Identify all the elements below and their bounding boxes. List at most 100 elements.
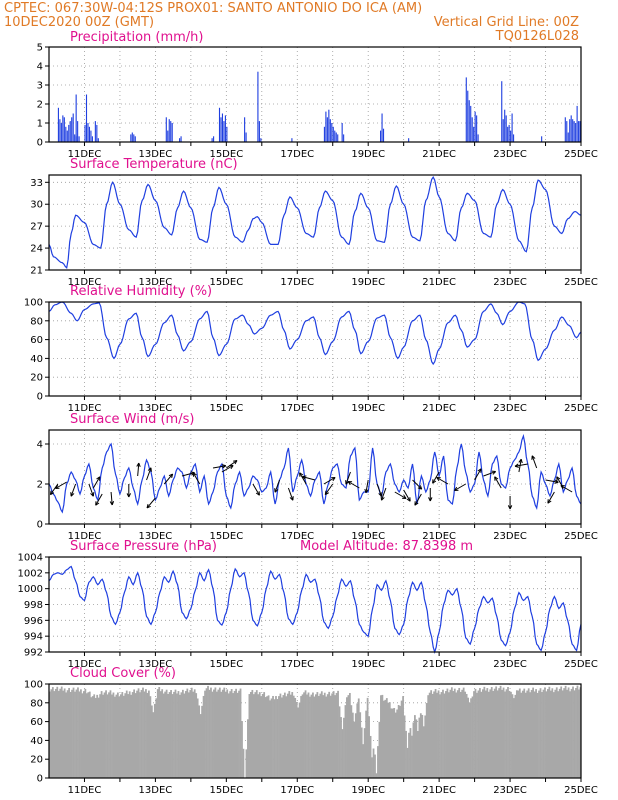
cloud-cover-bar (221, 689, 224, 778)
wind-arrow-shaft (163, 473, 174, 485)
cloud-cover-bar (578, 689, 580, 778)
y-tick-label: 1002 (18, 568, 43, 579)
cloud-cover-bar (555, 687, 558, 778)
cloud-cover-bar (145, 689, 147, 778)
cloud-cover-bar (168, 692, 171, 778)
wind-arrow-head (477, 468, 482, 473)
cloud-cover-bar (173, 691, 175, 778)
cloud-cover-bar (453, 688, 456, 778)
wind-arrow-head (146, 503, 151, 509)
wind-arrow-shaft (547, 491, 555, 504)
cloud-cover-bar (567, 687, 570, 778)
cloud-cover-bar (125, 690, 128, 778)
cloud-cover-bar (93, 694, 96, 778)
x-tick-label: 13DEC (139, 785, 173, 796)
precip-bar (508, 124, 510, 142)
cloud-cover-bar (85, 693, 88, 778)
cloud-cover-bar (71, 689, 73, 778)
wind-arrow-shaft (146, 467, 152, 481)
cloud-cover-bar (233, 690, 236, 778)
cloud-cover-bar (282, 695, 285, 778)
precip-bar (77, 121, 79, 142)
cloud-cover-bar (254, 692, 257, 778)
precip-bar (244, 117, 246, 142)
wind-arrow-head (380, 496, 385, 501)
x-tick-label: 17DEC (280, 277, 314, 288)
wind-arrow (302, 475, 316, 481)
cloud-cover-bar (521, 690, 524, 778)
cloud-cover-bar (382, 700, 385, 778)
cloud-cover-bar (394, 712, 397, 778)
cloud-cover-bar (385, 698, 388, 778)
cloud-cover-bar (419, 713, 422, 778)
cloud-cover-bar (236, 692, 239, 778)
cloud-cover-bar (165, 689, 168, 778)
cloud-cover-bar (548, 686, 551, 778)
wind-arrow-head (126, 493, 131, 498)
cloud-cover-bar (405, 730, 407, 778)
cloud-cover-bar (148, 690, 150, 778)
cloud-cover-bar (50, 689, 53, 778)
x-tick-label: 11DEC (68, 659, 102, 670)
cloud-cover-bar (170, 690, 172, 778)
cloud-cover-bar (344, 705, 347, 778)
cloud-cover-bar (544, 687, 546, 778)
cloud-cover-bar (77, 687, 79, 778)
y-tick-label: 80 (30, 316, 43, 327)
cloud-cover-bar (380, 695, 382, 778)
wind-arrow-shaft (221, 465, 234, 473)
cloud-cover-bar (49, 691, 51, 778)
cloud-cover-bar (174, 689, 177, 778)
cloud-cover-bar (412, 722, 415, 778)
wind-arrow (49, 483, 59, 496)
y-tick-label: 992 (24, 648, 43, 659)
cloud-cover-bar (473, 691, 475, 778)
cloud-cover-bar (480, 691, 483, 778)
cloud-cover-bar (388, 702, 391, 778)
panel-frame (48, 174, 582, 271)
cloud-cover-bar (477, 690, 480, 778)
panel-frame (48, 429, 582, 525)
cloud-cover-bar (465, 693, 468, 778)
y-tick-label: 3 (37, 81, 43, 92)
precip-bar (87, 123, 89, 142)
cloud-cover-bar (493, 688, 496, 778)
wind-arrow-head (289, 496, 294, 501)
x-tick-label: 13DEC (139, 403, 173, 414)
wind-arrow-head (556, 476, 561, 481)
wind-arrow-head (299, 472, 304, 477)
cloud-cover-bar (418, 717, 421, 778)
cloud-cover-bar (59, 688, 62, 778)
cloud-cover-bar (439, 694, 441, 778)
cloud-cover-bar (149, 696, 152, 778)
wind-arrow-head (547, 499, 552, 504)
precip-bar (473, 126, 475, 142)
cloud-cover-bar (422, 726, 425, 778)
wind-arrow-shaft (192, 472, 201, 485)
y-tick-label: 30 (30, 200, 43, 211)
precip-bar (578, 121, 580, 142)
cloud-cover-bar (312, 692, 314, 778)
precip-bar (332, 126, 334, 142)
cloud-cover-bar (252, 694, 255, 778)
cloud-cover-bar (570, 688, 573, 778)
cloud-cover-bar (576, 685, 579, 778)
cloud-cover-bar (91, 696, 94, 778)
y-tick-label: 100 (24, 298, 43, 309)
precip-bar (226, 126, 228, 142)
precip-bar (57, 107, 59, 142)
cloud-cover-bar (285, 696, 288, 778)
precip-bar (504, 109, 506, 142)
wind-arrow-head (55, 484, 60, 489)
cloud-cover-bar (273, 699, 276, 778)
wind-arrow-head (96, 476, 101, 481)
wind-arrow (428, 488, 433, 502)
cloud-cover-bar (72, 687, 75, 778)
wind-arrow (163, 473, 174, 485)
cloud-cover-bar (218, 687, 221, 778)
cloud-cover-bar (162, 693, 165, 778)
precip-bar (501, 81, 503, 142)
cloud-cover-bar (356, 703, 359, 778)
y-tick-label: 20 (30, 373, 43, 384)
wind-arrow-head (302, 475, 307, 480)
